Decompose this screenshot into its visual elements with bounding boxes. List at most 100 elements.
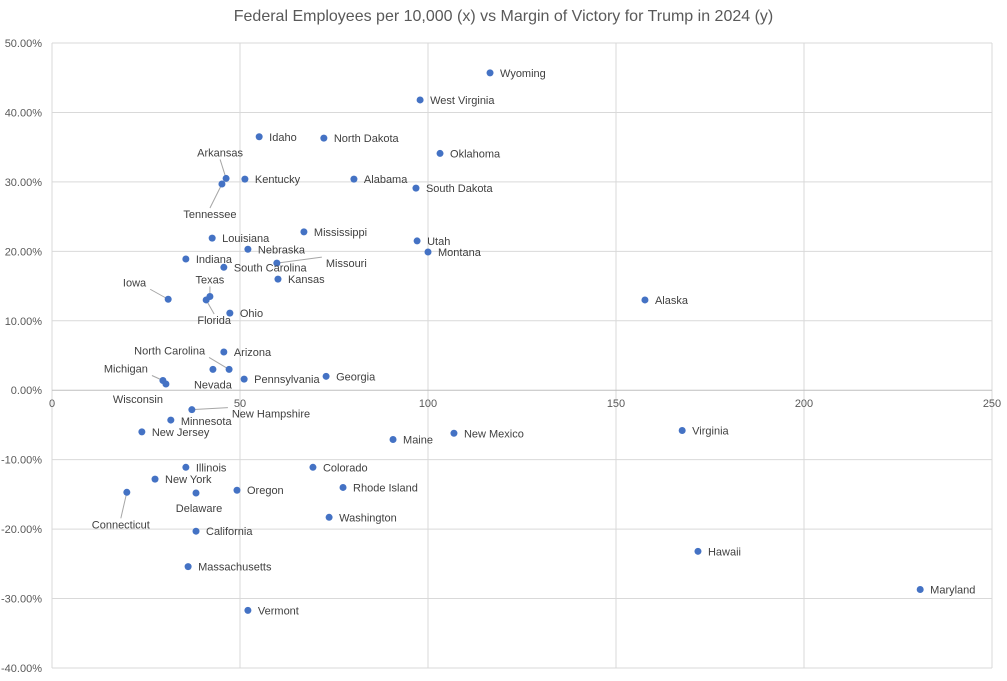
data-point <box>220 263 228 271</box>
x-tick-label: 150 <box>607 398 625 410</box>
data-point <box>184 563 192 571</box>
data-label: Arizona <box>234 347 272 359</box>
data-label: Ohio <box>240 308 263 320</box>
data-label: Minnesota <box>181 416 233 428</box>
data-point <box>273 259 281 267</box>
data-label: Wyoming <box>500 68 546 80</box>
data-label: Oklahoma <box>450 148 501 160</box>
data-label: Rhode Island <box>353 482 418 494</box>
data-point <box>678 427 686 434</box>
data-point <box>167 416 175 424</box>
data-label: Nebraska <box>258 244 306 256</box>
y-tick-label: 40.00% <box>5 107 43 119</box>
data-label: Montana <box>438 247 482 259</box>
data-label: Florida <box>197 315 232 327</box>
data-label: Wisconsin <box>113 394 163 406</box>
y-tick-label: -20.00% <box>1 524 42 536</box>
y-tick-label: 0.00% <box>11 385 42 397</box>
data-point <box>486 69 494 77</box>
y-tick-label: 10.00% <box>5 316 43 328</box>
data-point <box>220 348 228 356</box>
data-label: Maryland <box>930 585 975 597</box>
data-point <box>225 365 233 373</box>
data-label: Oregon <box>247 485 284 497</box>
data-point <box>222 174 230 182</box>
data-point <box>226 309 234 317</box>
data-label: California <box>206 526 253 538</box>
data-point <box>322 372 330 380</box>
data-label: Vermont <box>258 605 299 617</box>
data-label: Massachusetts <box>198 562 272 574</box>
data-label: Virginia <box>692 426 729 438</box>
data-point <box>694 547 702 555</box>
data-label: Connecticut <box>92 519 150 531</box>
leader-line <box>209 183 223 209</box>
data-label: Georgia <box>336 371 376 383</box>
data-label: Utah <box>427 236 450 248</box>
data-point <box>240 375 248 383</box>
data-label: Mississippi <box>314 227 367 239</box>
data-point <box>192 489 200 497</box>
x-tick-label: 200 <box>795 398 813 410</box>
y-tick-label: -40.00% <box>1 663 42 675</box>
data-label: New York <box>165 474 212 486</box>
data-point <box>436 149 444 157</box>
leader-line <box>208 356 230 370</box>
data-point <box>162 380 170 388</box>
data-label: Illinois <box>196 462 227 474</box>
data-label: South Carolina <box>234 262 308 274</box>
data-point <box>233 486 241 494</box>
leader-line <box>276 256 322 264</box>
data-label: New Hampshire <box>232 409 310 421</box>
data-label: Delaware <box>176 503 222 515</box>
data-label: Arkansas <box>197 147 243 159</box>
data-label: New Mexico <box>464 428 524 440</box>
y-tick-label: 50.00% <box>5 38 43 50</box>
data-label: Washington <box>339 512 397 524</box>
chart-title: Federal Employees per 10,000 (x) vs Marg… <box>233 8 774 25</box>
data-point <box>244 245 252 253</box>
y-tick-label: -30.00% <box>1 594 42 606</box>
data-point <box>413 237 421 245</box>
data-label: Tennessee <box>183 209 236 221</box>
data-point <box>389 436 397 444</box>
data-label: Missouri <box>326 258 367 270</box>
data-label: Maine <box>403 435 433 447</box>
data-point <box>412 184 420 192</box>
data-label: Hawaii <box>708 546 741 558</box>
data-point <box>182 463 190 471</box>
data-point <box>188 406 196 414</box>
x-tick-label: 50 <box>234 398 246 410</box>
data-label: North Dakota <box>334 133 400 145</box>
data-point <box>218 180 226 188</box>
data-point <box>450 429 458 437</box>
x-tick-label: 0 <box>49 398 55 410</box>
data-point <box>209 365 217 373</box>
data-label: Nevada <box>194 379 233 391</box>
data-point <box>208 234 216 242</box>
y-tick-label: 30.00% <box>5 177 43 189</box>
data-point <box>424 248 432 256</box>
data-point <box>416 96 424 104</box>
data-point <box>300 228 308 236</box>
data-point <box>325 513 333 521</box>
data-point <box>320 134 328 142</box>
data-label: Kansas <box>288 274 325 286</box>
data-label: Idaho <box>269 132 297 144</box>
data-point <box>641 296 649 304</box>
data-label: West Virginia <box>430 95 495 107</box>
data-point <box>255 133 263 141</box>
data-label: North Carolina <box>134 345 206 357</box>
data-point <box>192 527 200 535</box>
data-label: Pennsylvania <box>254 374 320 386</box>
data-point <box>274 275 282 283</box>
data-point <box>123 488 131 496</box>
data-label: Iowa <box>123 277 147 289</box>
data-point <box>202 296 210 304</box>
data-label: Michigan <box>104 364 148 376</box>
data-label: New Jersey <box>152 427 210 439</box>
x-tick-label: 100 <box>419 398 437 410</box>
data-label: Colorado <box>323 462 368 474</box>
data-label: Alabama <box>364 174 408 186</box>
data-point <box>916 586 924 594</box>
